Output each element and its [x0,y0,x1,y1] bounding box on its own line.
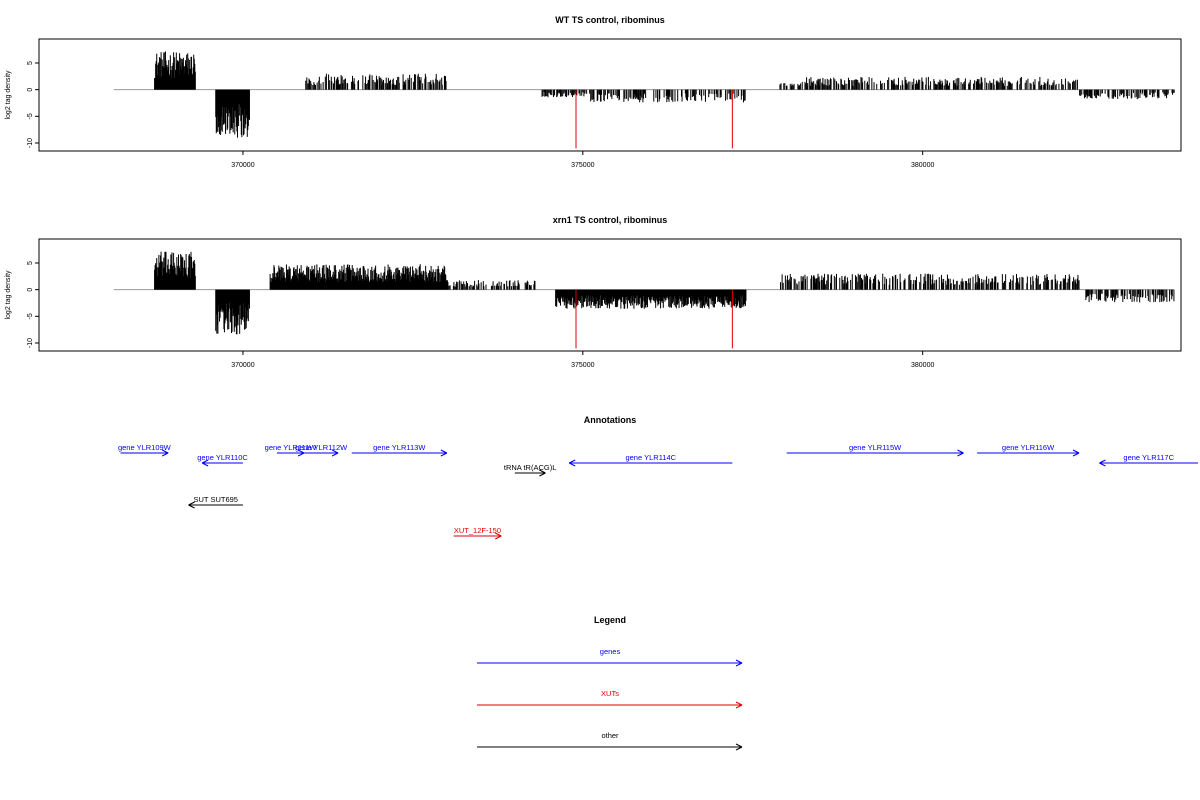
y-tick-label: 5 [27,61,34,65]
legend-item: other [477,731,743,751]
arrow-head [735,704,743,709]
y-axis: -10 -5 0 5 [27,261,39,348]
legend-title: Legend [594,615,626,625]
annotation-item: gene YLR115W [786,443,964,457]
arrow-head [735,743,743,748]
annotation-item: gene YLR112W [295,443,348,457]
annotation-item: gene YLR117C [1099,453,1198,467]
arrow-head [440,452,448,457]
x-axis: 370000 375000 380000 [231,351,934,369]
arrow-head [495,532,502,537]
panel-title: WT TS control, ribominus [555,15,665,25]
panel-wt: WT TS control, ribominus log2 tag densit… [5,15,1182,169]
legend-panel: Legend genes XUTs other [477,615,743,751]
markers [575,89,733,149]
annotation-label: tRNA tR(ACG)L [504,463,557,472]
arrow-head [735,746,743,751]
x-tick-label: 380000 [911,362,934,369]
x-tick-label: 370000 [231,362,254,369]
legend-items: genes XUTs other [477,647,743,751]
y-axis: -10 -5 0 5 [27,61,39,148]
annotations-panel: Annotations gene YLR109W gene YLR110C gene… [118,415,1198,540]
arrow-head [957,452,964,457]
annotation-item: gene YLR110C [197,453,248,467]
y-tick-label: 0 [27,288,34,292]
x-tick-label: 380000 [911,162,934,169]
annotation-item: gene YLR113W [351,443,448,457]
y-tick-label: -5 [27,313,34,319]
annotation-item: SUT SUT695 [188,495,243,509]
plot-frame [38,38,1182,152]
y-tick-label: 0 [27,88,34,92]
annotation-label: gene YLR113W [373,443,426,452]
panel-title: xrn1 TS control, ribominus [553,215,668,225]
annotation-label: gene YLR115W [849,443,902,452]
annotation-label: gene YLR109W [118,443,172,452]
annotation-label: gene YLR110C [197,453,248,462]
annotation-item: gene YLR109W [118,443,172,457]
x-tick-label: 370000 [231,162,254,169]
arrow-head [161,452,169,457]
y-tick-label: -5 [27,113,34,119]
x-axis: 370000 375000 380000 [231,151,934,169]
annotation-item: gene YLR114C [568,453,733,467]
legend-label: XUTs [601,689,619,698]
arrow-head [568,459,576,464]
legend-item: genes [477,647,743,667]
y-axis-label: log2 tag density [5,270,12,320]
arrow-head [440,449,448,454]
arrow-head [539,472,546,477]
arrow-head [1072,449,1080,454]
x-tick-label: 375000 [571,362,594,369]
arrow-head [735,701,743,706]
y-tick-label: 5 [27,261,34,265]
arrow-head [201,459,209,464]
arrow-head [201,462,209,467]
y-tick-label: -10 [27,138,34,148]
y-tick-label: -10 [27,338,34,348]
annotation-label: SUT SUT695 [194,495,238,504]
annotation-label: gene YLR111W [265,443,318,452]
bars [154,51,1175,138]
arrow-head [735,662,743,667]
annotation-item: XUT_12F-150 [453,526,502,540]
arrow-head [331,449,339,454]
legend-item: XUTs [477,689,743,709]
annotation-item: gene YLR111W [265,443,318,457]
arrow-head [161,449,169,454]
plot-frame [38,238,1182,352]
arrow-head [1099,459,1106,464]
arrow-head [957,449,964,454]
annotation-item: tRNA tR(ACG)L [504,463,557,477]
arrow-head [331,452,339,457]
annotation-item: gene YLR116W [977,443,1080,457]
arrow-head [539,469,546,474]
arrow-head [568,462,576,467]
markers [575,289,733,349]
arrow-head [1099,462,1106,467]
arrow-head [297,452,305,457]
legend-label: other [601,731,619,740]
arrow-head [1072,452,1080,457]
arrow-head [188,504,195,509]
panel-xrn1: xrn1 TS control, ribominus log2 tag dens… [5,215,1182,369]
arrow-head [188,501,195,506]
arrow-head [297,449,305,454]
arrow-head [495,535,502,540]
bars [154,251,1175,335]
annotation-label: gene YLR114C [625,453,676,462]
annotation-label: XUT_12F-150 [454,526,501,535]
arrow-head [735,659,743,664]
legend-label: genes [600,647,621,656]
annotations-title: Annotations [584,415,637,425]
annotation-label: gene YLR112W [295,443,348,452]
y-axis-label: log2 tag density [5,70,12,120]
annotation-label: gene YLR117C [1123,453,1174,462]
annotation-label: gene YLR116W [1002,443,1055,452]
x-tick-label: 375000 [571,162,594,169]
